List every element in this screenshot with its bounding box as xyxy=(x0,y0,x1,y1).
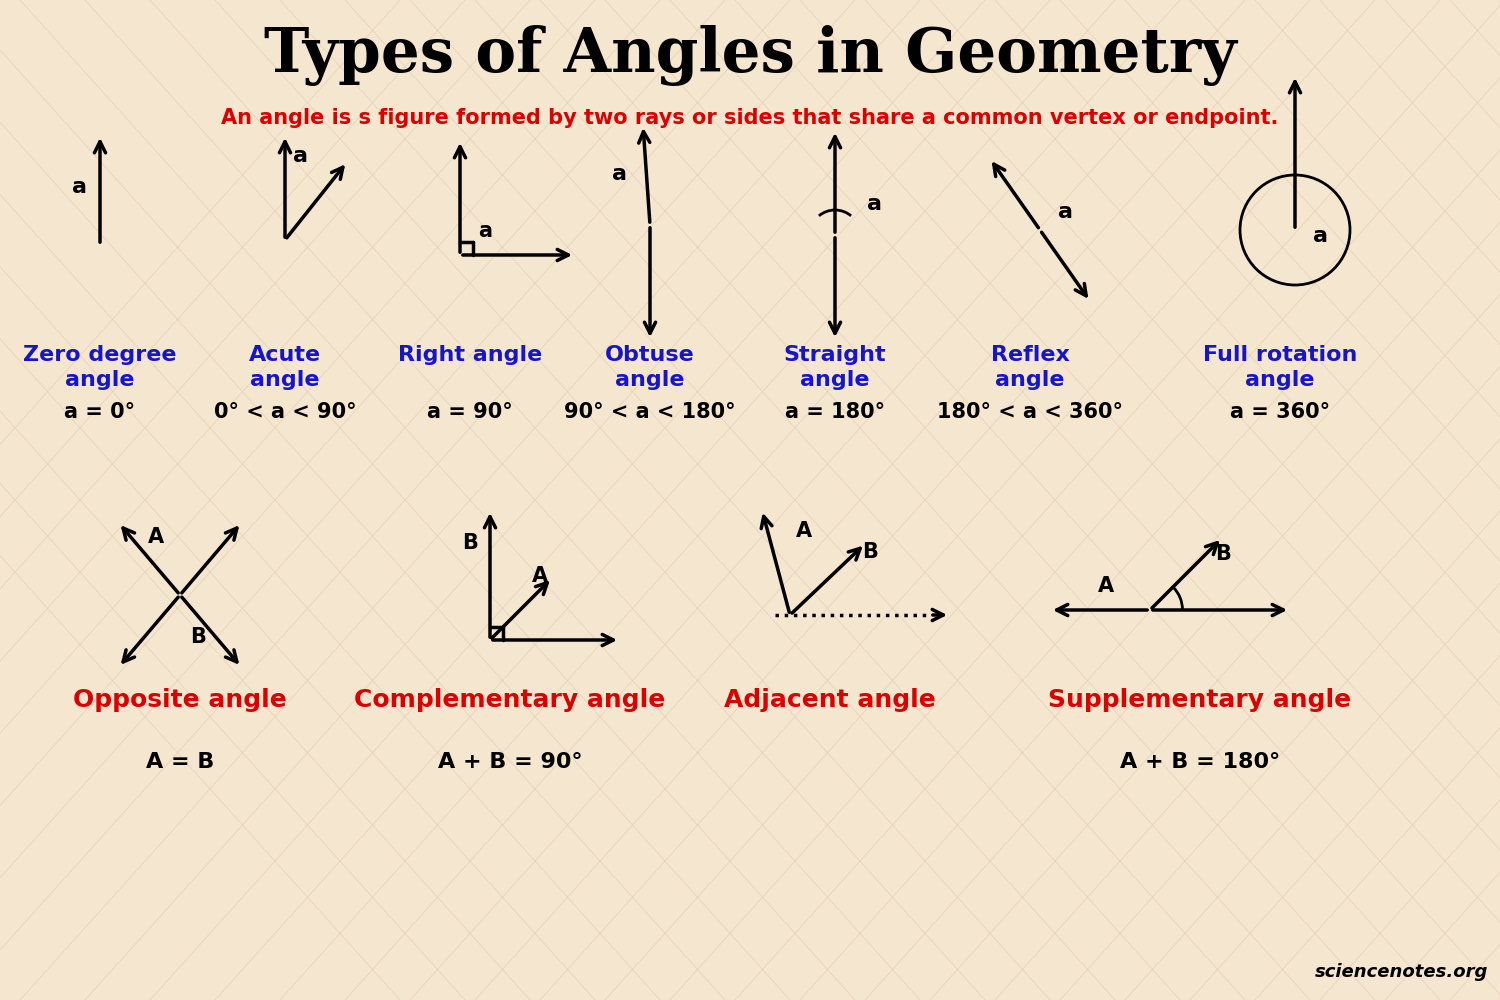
Text: a = 0°: a = 0° xyxy=(64,402,135,422)
Text: a: a xyxy=(72,177,87,197)
Text: a: a xyxy=(612,164,627,184)
Text: a = 360°: a = 360° xyxy=(1230,402,1330,422)
Text: B: B xyxy=(1215,544,1231,564)
Text: 90° < a < 180°: 90° < a < 180° xyxy=(564,402,736,422)
Text: Zero degree
angle: Zero degree angle xyxy=(24,345,177,390)
Text: 180° < a < 360°: 180° < a < 360° xyxy=(938,402,1124,422)
Text: Supplementary angle: Supplementary angle xyxy=(1048,688,1352,712)
Text: A + B = 180°: A + B = 180° xyxy=(1120,752,1280,772)
Text: Acute
angle: Acute angle xyxy=(249,345,321,390)
Text: 0° < a < 90°: 0° < a < 90° xyxy=(213,402,357,422)
Text: A: A xyxy=(148,527,164,547)
Text: Straight
angle: Straight angle xyxy=(783,345,886,390)
Text: B: B xyxy=(190,627,206,647)
Text: a: a xyxy=(292,146,308,166)
Text: Obtuse
angle: Obtuse angle xyxy=(604,345,694,390)
Text: A: A xyxy=(1098,576,1114,596)
Text: A: A xyxy=(532,566,548,586)
Text: Right angle: Right angle xyxy=(398,345,542,365)
Text: B: B xyxy=(462,533,478,553)
Text: Opposite angle: Opposite angle xyxy=(74,688,286,712)
Text: a: a xyxy=(867,194,882,214)
Text: B: B xyxy=(862,542,877,562)
Text: A: A xyxy=(796,521,812,541)
Text: sciencenotes.org: sciencenotes.org xyxy=(1314,963,1488,981)
Text: A + B = 90°: A + B = 90° xyxy=(438,752,582,772)
Text: a = 90°: a = 90° xyxy=(427,402,513,422)
Text: Full rotation
angle: Full rotation angle xyxy=(1203,345,1358,390)
Text: Types of Angles in Geometry: Types of Angles in Geometry xyxy=(264,25,1236,86)
Text: a: a xyxy=(1058,202,1072,222)
Text: a: a xyxy=(478,221,492,241)
Text: Complementary angle: Complementary angle xyxy=(354,688,666,712)
Text: a: a xyxy=(1312,226,1328,246)
Text: An angle is s figure formed by two rays or sides that share a common vertex or e: An angle is s figure formed by two rays … xyxy=(222,108,1278,128)
Text: Reflex
angle: Reflex angle xyxy=(990,345,1070,390)
Text: a = 180°: a = 180° xyxy=(784,402,885,422)
Text: Adjacent angle: Adjacent angle xyxy=(724,688,936,712)
Text: A = B: A = B xyxy=(146,752,214,772)
